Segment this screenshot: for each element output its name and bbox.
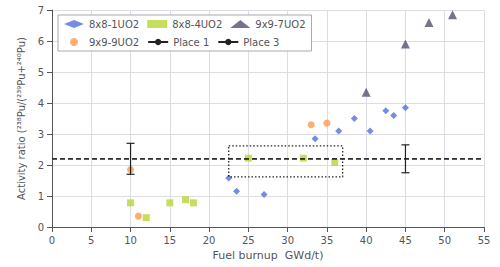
- svg-text:6: 6: [38, 36, 44, 47]
- svg-text:Place 1: Place 1: [173, 37, 209, 48]
- svg-text:35: 35: [321, 235, 334, 246]
- svg-text:10: 10: [124, 235, 137, 246]
- svg-text:25: 25: [242, 235, 255, 246]
- svg-text:Activity ratio (²³⁸Pu/(²³⁹Pu+²: Activity ratio (²³⁸Pu/(²³⁹Pu+²⁴⁰Pu): [16, 37, 27, 200]
- svg-text:0: 0: [38, 222, 44, 233]
- svg-text:8x8-4UO2: 8x8-4UO2: [172, 19, 222, 30]
- svg-text:5: 5: [38, 67, 44, 78]
- svg-text:9x9-7UO2: 9x9-7UO2: [255, 19, 305, 30]
- svg-text:40: 40: [360, 235, 373, 246]
- svg-text:2: 2: [38, 160, 44, 171]
- svg-text:8x8-1UO2: 8x8-1UO2: [89, 19, 139, 30]
- svg-text:55: 55: [478, 235, 491, 246]
- svg-text:50: 50: [438, 235, 451, 246]
- svg-text:Place 3: Place 3: [243, 37, 279, 48]
- svg-text:0: 0: [49, 235, 55, 246]
- svg-text:15: 15: [163, 235, 176, 246]
- svg-text:1: 1: [38, 191, 44, 202]
- svg-text:20: 20: [203, 235, 216, 246]
- svg-text:30: 30: [281, 235, 294, 246]
- svg-text:7: 7: [38, 5, 44, 16]
- svg-text:Fuel burnup GWd/t): Fuel burnup GWd/t): [213, 249, 324, 262]
- svg-text:45: 45: [399, 235, 412, 246]
- svg-text:3: 3: [38, 129, 44, 140]
- svg-text:4: 4: [38, 98, 44, 109]
- svg-text:9x9-9UO2: 9x9-9UO2: [89, 37, 139, 48]
- svg-text:5: 5: [88, 235, 94, 246]
